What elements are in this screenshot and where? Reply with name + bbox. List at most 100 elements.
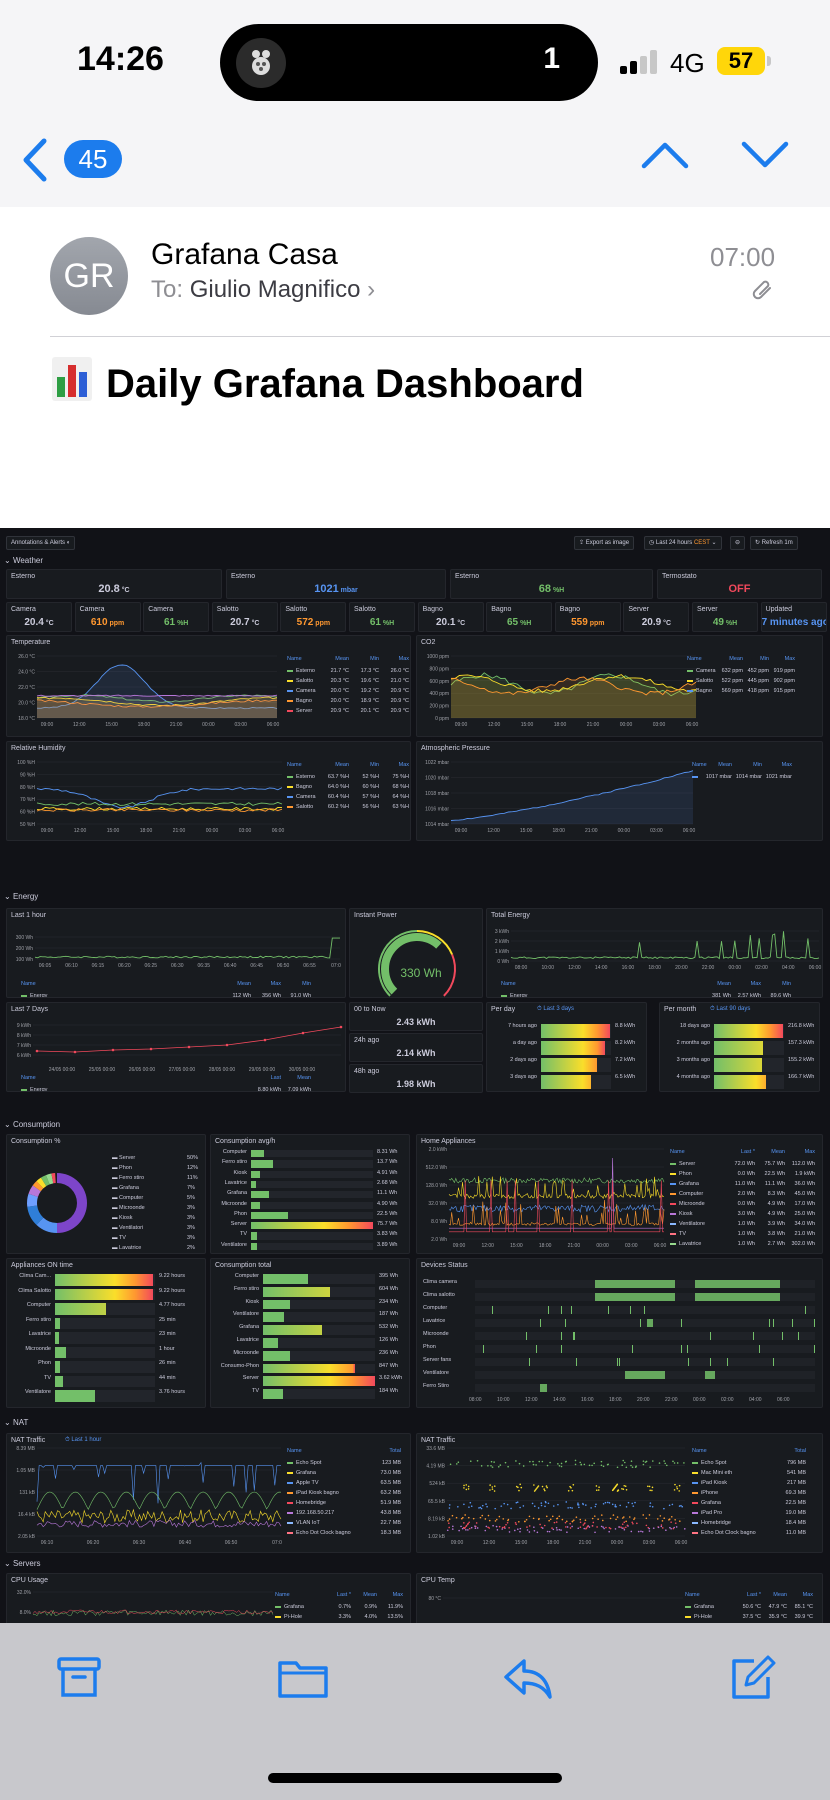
- stat-panel[interactable]: Camera 61 %H: [143, 602, 210, 632]
- nat-traffic-1h-panel[interactable]: NAT Traffic ⏱ Last 1 hour 8.39 MB 1.05 MB 13…: [6, 1433, 411, 1553]
- zoom-icon[interactable]: ⊖: [730, 536, 746, 550]
- stat-panel[interactable]: Bagno 559 ppm: [554, 602, 621, 632]
- time-range-picker[interactable]: ◷ Last 24 hours CEST ⌄: [644, 536, 722, 550]
- legend-row[interactable]: Apple TV 63.5 MB: [287, 1478, 401, 1488]
- compose-button[interactable]: [728, 1655, 776, 1706]
- per-day-panel[interactable]: Per day ⏱ Last 3 days 7 hours ago 8.8 kWh a …: [486, 1002, 647, 1092]
- legend-row[interactable]: Esterno 63.7 %H 52 %H 75 %H: [287, 772, 409, 782]
- legend-row[interactable]: Salotto 522 ppm 445 ppm 902 ppm: [687, 676, 795, 686]
- legend-row[interactable]: Echo Dot Clock bagno 11.0 MB: [692, 1528, 806, 1538]
- nat-traffic-24h-panel[interactable]: NAT Traffic 33.6 MB 4.19 MB 524 kB 65.5 kB 8.…: [416, 1433, 823, 1553]
- unread-count-badge[interactable]: 45: [64, 140, 122, 178]
- cpu-usage-panel[interactable]: CPU Usage 32.0% 8.0% Name Last * Mean Max Grafa…: [6, 1573, 411, 1623]
- total-energy-panel[interactable]: Total Energy 3 kWh 2 kWh 1 kWh 0 Wh 08:00 10:0…: [486, 908, 823, 998]
- annotations-toggle[interactable]: Annotations & Alerts ◐: [6, 536, 76, 550]
- row-nat[interactable]: NAT: [4, 1418, 28, 1427]
- archive-button[interactable]: [56, 1655, 102, 1706]
- instant-power-panel[interactable]: Instant Power 330 Wh: [349, 908, 483, 998]
- refresh-button[interactable]: ↻ Refresh 1m: [750, 536, 798, 550]
- legend-row[interactable]: Grafana 50.6 °C 47.9 °C 85.1 °C: [685, 1602, 813, 1612]
- cpu-temp-panel[interactable]: CPU Temp 80 °C Name Last * Mean Max Grafana 50.…: [416, 1573, 823, 1623]
- legend-row[interactable]: Bagno 64.0 %H 60 %H 68 %H: [287, 782, 409, 792]
- back-button[interactable]: [14, 135, 54, 190]
- legend-row[interactable]: Grafana 11.0 Wh 11.1 Wh 36.0 Wh: [670, 1179, 815, 1189]
- next-message-button[interactable]: [740, 140, 790, 175]
- legend-row[interactable]: Computer 2.0 Wh 8.3 Wh 45.0 Wh: [670, 1189, 815, 1199]
- dynamic-island[interactable]: 1: [220, 24, 598, 101]
- legend-row[interactable]: iPad Kiosk bagno 63.2 MB: [287, 1488, 401, 1498]
- legend-row[interactable]: VLAN IoT 22.7 MB: [287, 1518, 401, 1528]
- stat-panel[interactable]: Salotto 20.7 °C: [211, 602, 278, 632]
- legend-row[interactable]: Ventilatore 1.0 Wh 3.9 Wh 34.0 Wh: [670, 1219, 815, 1229]
- stat-panel[interactable]: Bagno 65 %H: [486, 602, 553, 632]
- pressure-panel[interactable]: Atmospheric Pressure 1022 mbar 1020 mbar 10…: [416, 741, 823, 841]
- stat-panel[interactable]: Salotto 61 %H: [349, 602, 415, 632]
- stat-panel[interactable]: Server 20.9 °C: [623, 602, 690, 632]
- row-energy[interactable]: Energy: [4, 892, 38, 901]
- legend-row[interactable]: Energy 112 Wh 356 Wh 91.0 Wh: [21, 991, 311, 997]
- grafana-dashboard-image[interactable]: Annotations & Alerts ◐ ⇪ Export as image…: [0, 528, 830, 1623]
- previous-message-button[interactable]: [640, 140, 690, 175]
- stat-panel[interactable]: Esterno 1021 mbar: [226, 569, 446, 599]
- legend-row[interactable]: Pi-Hole 3.3% 4.0% 13.5%: [275, 1612, 403, 1622]
- stat-panel[interactable]: Esterno 20.8 °C: [6, 569, 222, 599]
- consumption-avg-panel[interactable]: Consumption avg/h Computer 8.31 Wh Ferro st…: [210, 1134, 410, 1254]
- legend-row[interactable]: Esterno 21.7 °C 17.3 °C 26.0 °C: [287, 666, 409, 676]
- avatar[interactable]: GR: [50, 237, 128, 315]
- stat-panel[interactable]: Server 49 %H: [692, 602, 758, 632]
- legend-row[interactable]: Microonde 0.0 Wh 4.9 Wh 17.0 Wh: [670, 1199, 815, 1209]
- legend-row[interactable]: Salotto 20.3 °C 19.6 °C 21.0 °C: [287, 676, 409, 686]
- legend-row[interactable]: iPhone 69.3 MB: [692, 1488, 806, 1498]
- panel-link[interactable]: ⏱ Last 3 days: [537, 1006, 575, 1012]
- legend-row[interactable]: Energy 381 Wh 2.57 kWh 89.6 Wh: [501, 991, 791, 997]
- legend-row[interactable]: iPad Kiosk 217 MB: [692, 1478, 806, 1488]
- humidity-panel[interactable]: Relative Humidity 100 %H 90 %H 80 %H 70 %H 60…: [6, 741, 411, 841]
- legend-row[interactable]: Bagno 20.0 °C 18.9 °C 20.9 °C: [287, 696, 409, 706]
- last-hour-panel[interactable]: Last 1 hour 300 Wh 200 Wh 100 Wh 06:05 06:10 0…: [6, 908, 346, 998]
- legend-row[interactable]: Homebridge 51.9 MB: [287, 1498, 401, 1508]
- legend-row[interactable]: Server 20.9 °C 20.1 °C 20.9 °C: [287, 706, 409, 716]
- consumption-pct-panel[interactable]: Consumption % ▬ Server 50% ▬ Phon 12% ▬ Ferro…: [6, 1134, 206, 1254]
- legend-row[interactable]: Camera 60.4 %H 57 %H 64 %H: [287, 792, 409, 802]
- energy-stat-panel[interactable]: 48h ago 1.98 kWh: [349, 1064, 483, 1093]
- stat-panel[interactable]: Termostato OFF: [657, 569, 822, 599]
- stat-panel[interactable]: Salotto 572 ppm: [280, 602, 347, 632]
- consumption-total-panel[interactable]: Consumption total Computer 395 Wh Ferro sti…: [210, 1258, 410, 1408]
- legend-row[interactable]: Grafana 22.5 MB: [692, 1498, 806, 1508]
- temperature-panel[interactable]: Temperature 26.0 °C 24.0 °C 22.0 °C 20.0 °C 1…: [6, 635, 411, 737]
- legend-row[interactable]: iPad Pro 19.0 MB: [692, 1508, 806, 1518]
- stat-panel[interactable]: Updated 7 minutes ago: [760, 602, 827, 632]
- last-7-days-panel[interactable]: Last 7 Days 9 kWh 8 kWh 7 kWh 6 kWh 24/05 00:…: [6, 1002, 346, 1092]
- energy-stat-panel[interactable]: 00 to Now 2.43 kWh: [349, 1002, 483, 1031]
- legend-row[interactable]: Lavatrice 1.0 Wh 2.7 Wh 302.0 Wh: [670, 1239, 815, 1249]
- stat-panel[interactable]: Camera 610 ppm: [74, 602, 141, 632]
- stat-panel[interactable]: Camera 20.4 °C: [6, 602, 72, 632]
- stat-panel[interactable]: Esterno 68 %H: [450, 569, 653, 599]
- legend-row[interactable]: Camera 20.0 °C 19.2 °C 20.9 °C: [287, 686, 409, 696]
- legend-row[interactable]: Grafana 73.0 MB: [287, 1468, 401, 1478]
- legend-row[interactable]: Salotto 60.2 %H 56 %H 63 %H: [287, 802, 409, 812]
- sender-name[interactable]: Grafana Casa: [151, 238, 338, 271]
- co2-panel[interactable]: CO2 1000 ppm 800 ppm 600 ppm 400 ppm 200 ppm 0…: [416, 635, 823, 737]
- legend-row[interactable]: Echo Spot 796 MB: [692, 1458, 806, 1468]
- row-weather[interactable]: Weather: [4, 556, 43, 565]
- recipient-line[interactable]: To: Giulio Magnifico ›: [151, 276, 375, 304]
- legend-row[interactable]: Grafana 0.7% 0.9% 11.9%: [275, 1602, 403, 1612]
- legend-row[interactable]: Kiosk 3.0 Wh 4.9 Wh 25.0 Wh: [670, 1209, 815, 1219]
- devices-status-panel[interactable]: Devices Status Clima camera Clima salotto C…: [416, 1258, 823, 1408]
- reply-button[interactable]: [502, 1655, 554, 1706]
- legend-row[interactable]: Pi-Hole 37.5 °C 35.9 °C 39.9 °C: [685, 1612, 813, 1622]
- home-appliances-panel[interactable]: Home Appliances 2.0 kWh 512.0 Wh 128.0 Wh 32…: [416, 1134, 823, 1254]
- move-to-folder-button[interactable]: [277, 1655, 329, 1706]
- legend-row[interactable]: 192.168.50.217 43.8 MB: [287, 1508, 401, 1518]
- appliances-on-panel[interactable]: Appliances ON time Clima Cam... 9.22 hours…: [6, 1258, 206, 1408]
- per-month-panel[interactable]: Per month ⏱ Last 90 days 18 days ago 216.8 …: [659, 1002, 820, 1092]
- row-consumption[interactable]: Consumption: [4, 1120, 60, 1129]
- legend-row[interactable]: Energy 8.80 kWh 7.09 kWh: [21, 1085, 311, 1091]
- legend-row[interactable]: Echo Spot 123 MB: [287, 1458, 401, 1468]
- legend-row[interactable]: Server 72.0 Wh 75.7 Wh 112.0 Wh: [670, 1159, 815, 1169]
- home-indicator[interactable]: [268, 1773, 562, 1783]
- legend-row[interactable]: Echo Dot Clock bagno 18.3 MB: [287, 1528, 401, 1538]
- export-button[interactable]: ⇪ Export as image: [574, 536, 635, 550]
- row-servers[interactable]: Servers: [4, 1559, 41, 1568]
